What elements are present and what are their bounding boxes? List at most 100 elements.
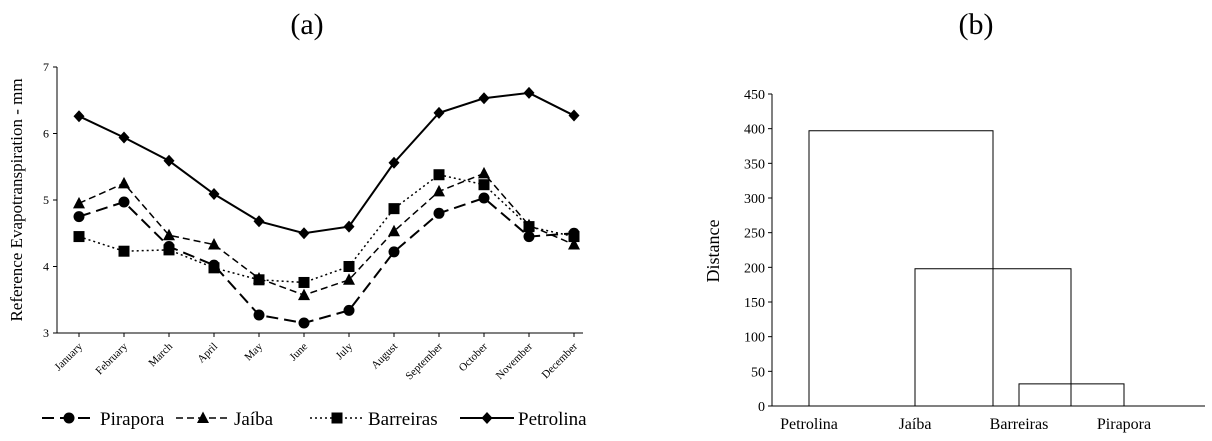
dendrogram-leaf-label: Petrolina bbox=[780, 416, 838, 433]
data-point-barreiras bbox=[388, 203, 400, 215]
series-line-pirapora bbox=[78, 196, 575, 325]
data-point-ja-ba bbox=[388, 224, 400, 237]
series-barreiras bbox=[73, 169, 580, 288]
data-point-ja-ba bbox=[163, 228, 175, 241]
data-point-petrolina bbox=[253, 215, 265, 228]
dendrogram-y-tick-label: 200 bbox=[744, 261, 765, 276]
data-point-pirapora bbox=[73, 211, 85, 223]
data-point-barreiras bbox=[298, 276, 310, 288]
data-point-barreiras bbox=[433, 169, 445, 181]
line-chart-y-tick-label: 3 bbox=[43, 326, 49, 340]
legend-marker-barreiras bbox=[331, 412, 343, 424]
data-point-barreiras bbox=[523, 221, 535, 233]
dendrogram-branch bbox=[808, 130, 994, 406]
line-chart-y-tick-label: 6 bbox=[43, 127, 49, 141]
line-chart-x-tick-label: July bbox=[334, 340, 356, 362]
line-chart-x-tick-label: April bbox=[195, 341, 220, 366]
data-point-petrolina bbox=[568, 109, 580, 122]
dendrogram-y-tick-label: 250 bbox=[744, 227, 765, 242]
dendrogram-y-tick-label: 50 bbox=[751, 365, 765, 380]
line-chart-x-tick-label: December bbox=[540, 340, 581, 381]
line-chart-axes: 3 4 5 6 7 January February March April May June Jul… bbox=[43, 60, 583, 382]
series-line-ja-ba bbox=[78, 172, 575, 296]
data-point-barreiras bbox=[73, 231, 85, 243]
legend-marker-petrolina bbox=[481, 412, 493, 424]
line-chart-y-tick-label: 7 bbox=[43, 60, 49, 74]
legend-item-barreiras: Barreiras bbox=[310, 409, 438, 430]
line-chart-legend: Pirapora Jaíba Barreiras Petrolina bbox=[42, 409, 587, 430]
legend-label-pirapora: Pirapora bbox=[100, 409, 165, 430]
data-point-ja-ba bbox=[118, 176, 130, 189]
data-point-pirapora bbox=[298, 317, 310, 329]
data-point-barreiras bbox=[253, 274, 265, 286]
dendrogram-axes: 0 50 100 150 200 250 300 350 400 450 Petrolina Jaíb… bbox=[744, 88, 1205, 433]
data-point-pirapora bbox=[118, 196, 130, 208]
legend-item-pirapora: Pirapora bbox=[42, 409, 165, 430]
dendrogram-leaf-label: Barreiras bbox=[990, 416, 1049, 433]
series-petrolina bbox=[73, 86, 580, 240]
dendrogram-tree bbox=[808, 130, 1125, 406]
data-point-barreiras bbox=[208, 262, 220, 274]
data-point-petrolina bbox=[73, 110, 85, 123]
data-point-barreiras bbox=[163, 244, 175, 256]
data-point-barreiras bbox=[118, 245, 130, 257]
data-point-petrolina bbox=[118, 131, 130, 144]
dendrogram-leaf-label: Jaíba bbox=[899, 416, 932, 433]
line-chart-x-tick-label: November bbox=[494, 340, 536, 382]
dendrogram-y-tick-label: 0 bbox=[758, 400, 765, 415]
data-point-petrolina bbox=[163, 154, 175, 167]
data-point-petrolina bbox=[298, 227, 310, 240]
line-chart-y-tick-label: 5 bbox=[43, 193, 49, 207]
data-point-pirapora bbox=[388, 246, 400, 258]
line-chart-series bbox=[73, 86, 580, 329]
data-point-petrolina bbox=[208, 188, 220, 201]
data-point-pirapora bbox=[433, 207, 445, 219]
legend-label-barreiras: Barreiras bbox=[368, 409, 438, 430]
data-point-ja-ba bbox=[208, 238, 220, 250]
panel-a-label: (a) bbox=[290, 8, 323, 41]
series-line-barreiras bbox=[78, 173, 575, 284]
legend-label-ja-ba: Jaíba bbox=[234, 409, 274, 430]
data-point-ja-ba bbox=[298, 288, 310, 301]
data-point-ja-ba bbox=[478, 166, 490, 179]
legend-label-petrolina: Petrolina bbox=[518, 409, 587, 430]
data-point-petrolina bbox=[523, 86, 535, 99]
data-point-pirapora bbox=[343, 304, 355, 316]
panel-b-label: (b) bbox=[959, 8, 994, 41]
data-point-barreiras bbox=[568, 231, 580, 243]
data-point-pirapora bbox=[253, 309, 265, 321]
line-chart-x-tick-label: September bbox=[403, 340, 445, 382]
line-chart-x-tick-label: March bbox=[146, 340, 175, 369]
data-point-petrolina bbox=[388, 156, 400, 169]
series-line-petrolina bbox=[78, 91, 575, 235]
legend-item-ja-ba: Jaíba bbox=[176, 409, 274, 430]
series-ja-ba bbox=[73, 166, 580, 301]
data-point-ja-ba bbox=[343, 273, 355, 285]
dendrogram-y-tick-label: 150 bbox=[744, 296, 765, 311]
line-chart-x-tick-label: January bbox=[52, 340, 85, 373]
dendrogram-leaf-label: Pirapora bbox=[1097, 416, 1151, 433]
legend-marker-ja-ba bbox=[197, 411, 209, 423]
dendrogram-y-tick-label: 400 bbox=[744, 123, 765, 138]
data-point-pirapora bbox=[523, 231, 535, 243]
line-chart-y-axis-label: Reference Evapotranspiration - mm bbox=[7, 78, 26, 321]
line-chart-y-tick-label: 4 bbox=[43, 260, 49, 274]
data-point-petrolina bbox=[343, 220, 355, 233]
data-point-petrolina bbox=[433, 106, 445, 119]
dendrogram-y-tick-label: 450 bbox=[744, 88, 765, 103]
legend-marker-pirapora bbox=[63, 412, 75, 424]
line-chart-x-tick-label: August bbox=[369, 341, 400, 372]
dendrogram-y-tick-label: 350 bbox=[744, 157, 765, 172]
dendrogram-y-tick-label: 300 bbox=[744, 192, 765, 207]
data-point-ja-ba bbox=[568, 238, 580, 250]
data-point-petrolina bbox=[478, 92, 490, 105]
data-point-barreiras bbox=[343, 261, 355, 272]
data-point-barreiras bbox=[478, 179, 490, 191]
data-point-ja-ba bbox=[73, 196, 85, 209]
line-chart-x-tick-label: February bbox=[94, 340, 131, 377]
data-point-ja-ba bbox=[433, 184, 445, 197]
data-point-pirapora bbox=[478, 192, 490, 204]
line-chart-x-tick-label: June bbox=[287, 341, 310, 364]
